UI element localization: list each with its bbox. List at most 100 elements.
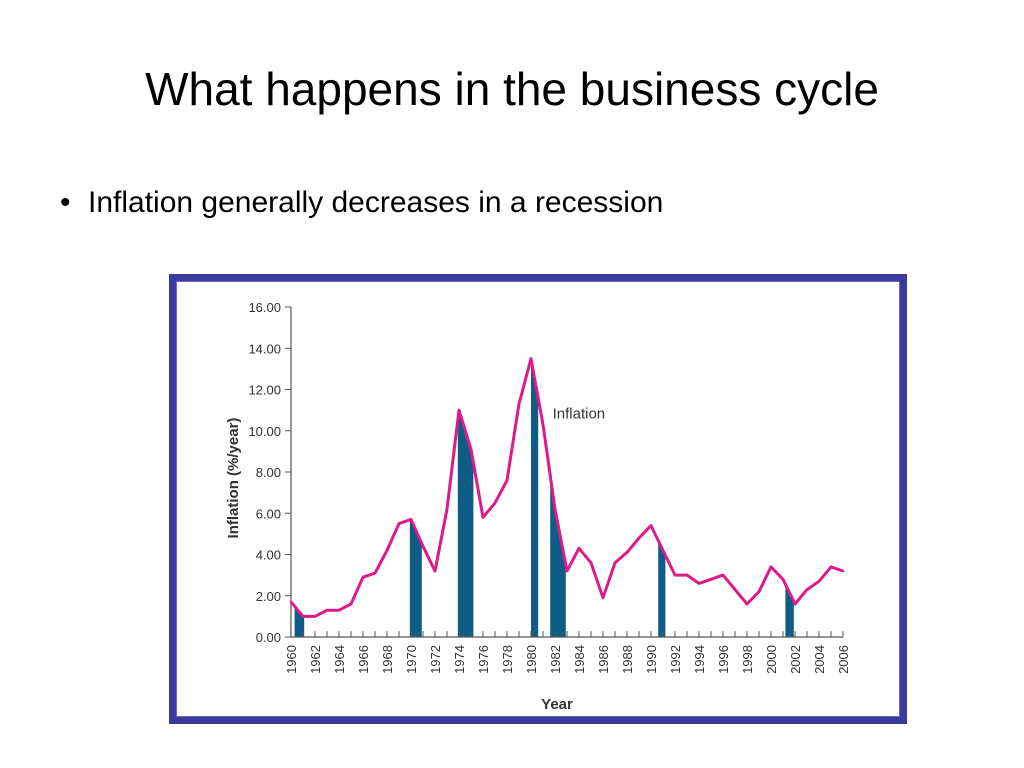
data-point (637, 536, 641, 540)
data-point (625, 551, 629, 554)
recession-band (457, 410, 474, 637)
data-point (841, 569, 845, 573)
x-tick-label: 1990 (644, 645, 659, 674)
data-point (829, 565, 833, 569)
chart-frame: 0.00 2.00 4.00 6.00 8.00 10.00 12.00 14.00 16.00… (169, 274, 907, 724)
y-tick-label: 0.00 (256, 630, 281, 645)
data-point (349, 602, 353, 606)
data-point (517, 402, 521, 406)
data-point (685, 573, 689, 577)
x-tick-label: 1974 (452, 645, 467, 674)
series-annotation: Inflation (553, 405, 606, 422)
data-point (385, 549, 389, 552)
recession-band (550, 475, 566, 637)
chart-labels: 0.00 2.00 4.00 6.00 8.00 10.00 12.00 14.00 16.00… (225, 300, 851, 713)
x-tick-label: 1998 (740, 645, 755, 674)
data-point (541, 423, 545, 426)
data-point (709, 578, 713, 581)
y-tick-label: 10.00 (248, 424, 281, 439)
data-point (793, 602, 797, 606)
data-point (817, 580, 821, 583)
inflation-chart: 0.00 2.00 4.00 6.00 8.00 10.00 12.00 14.00 16.00… (225, 300, 851, 713)
data-point (661, 549, 665, 552)
x-tick-label: 1992 (668, 645, 683, 674)
data-point (301, 615, 305, 618)
data-point (565, 569, 569, 573)
data-point (589, 561, 593, 564)
data-point (577, 547, 581, 550)
data-point (673, 573, 677, 577)
data-point (493, 501, 497, 505)
recession-band (531, 358, 539, 637)
x-tick-label: 2000 (764, 645, 779, 674)
inflation-line (289, 357, 844, 618)
y-axis-title: Inflation (%/year) (225, 418, 242, 539)
x-tick-label: 1982 (548, 645, 563, 674)
chart-axes (285, 306, 844, 638)
y-tick-label: 12.00 (248, 383, 281, 398)
x-tick-label: 1966 (356, 645, 371, 674)
data-point (649, 524, 653, 527)
bullet-icon: • (60, 186, 71, 219)
y-tick-label: 2.00 (256, 589, 281, 604)
bullet-text: Inflation generally decreases in a reces… (88, 186, 664, 219)
data-point (325, 608, 329, 612)
y-tick-label: 8.00 (256, 465, 281, 480)
data-point (805, 588, 809, 591)
data-point (373, 571, 377, 575)
y-tick-label: 16.00 (248, 300, 281, 315)
data-point (613, 561, 617, 564)
data-point (769, 565, 773, 569)
data-point (481, 516, 485, 519)
recession-band (294, 606, 305, 637)
x-tick-label: 1976 (476, 645, 491, 674)
data-point (397, 522, 401, 525)
data-point (781, 578, 785, 581)
x-tick-label: 1964 (332, 645, 347, 674)
y-tick-label: 4.00 (256, 548, 281, 563)
data-point (721, 573, 725, 577)
x-tick-label: 1962 (308, 645, 323, 674)
x-tick-label: 1978 (500, 645, 515, 674)
data-point (289, 600, 293, 604)
data-point (757, 590, 761, 593)
data-point (601, 596, 605, 600)
x-tick-label: 1972 (428, 645, 443, 674)
recession-band (658, 540, 666, 637)
data-point (433, 569, 437, 573)
x-tick-label: 1984 (572, 645, 587, 674)
data-point (505, 479, 509, 482)
data-point (529, 357, 533, 360)
recession-band (409, 519, 422, 637)
data-point (697, 582, 701, 585)
data-point (733, 588, 737, 591)
data-point (457, 408, 461, 412)
y-tick-label: 14.00 (248, 341, 281, 356)
x-tick-label: 1996 (716, 645, 731, 674)
x-tick-label: 1960 (284, 645, 299, 674)
bullet-item: • Inflation generally decreases in a rece… (60, 186, 663, 220)
series-lines (289, 357, 845, 618)
x-tick-label: 2006 (836, 645, 851, 674)
y-tick-label: 6.00 (256, 506, 281, 521)
data-point (337, 608, 341, 612)
data-point (409, 518, 413, 521)
data-point (553, 507, 557, 511)
x-tick-label: 1994 (692, 645, 707, 674)
x-tick-label: 1988 (620, 645, 635, 674)
x-tick-label: 1980 (524, 645, 539, 674)
x-tick-label: 2004 (812, 645, 827, 674)
data-point (445, 507, 449, 511)
recession-bands (294, 358, 794, 637)
data-point (421, 545, 425, 548)
data-point (361, 575, 365, 579)
x-tick-label: 1986 (596, 645, 611, 674)
slide-title: What happens in the business cycle (145, 63, 879, 115)
x-tick-label: 2002 (788, 645, 803, 674)
x-tick-label: 1968 (380, 645, 395, 674)
x-tick-label: 1970 (404, 645, 419, 674)
data-point (745, 602, 749, 606)
data-point (313, 615, 317, 618)
x-axis-title: Year (541, 696, 573, 713)
data-point (469, 448, 473, 451)
